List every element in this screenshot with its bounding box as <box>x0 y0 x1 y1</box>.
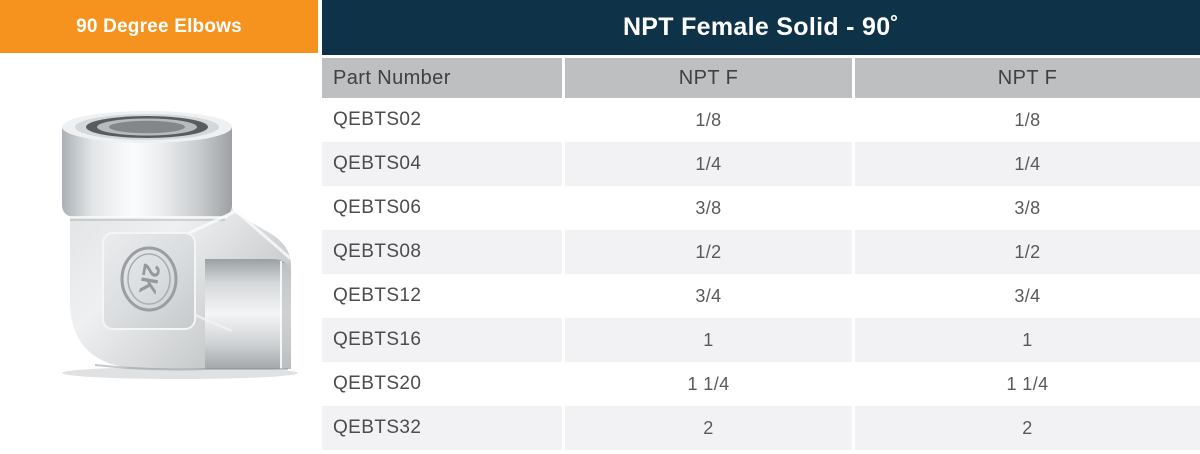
socket-rim-band <box>281 263 291 369</box>
elbow-right-socket <box>205 259 291 369</box>
table-row: QEBTS20 1 1/4 1 1/4 <box>322 362 1200 406</box>
bottom-edge <box>94 364 288 371</box>
part-number: QEBTS04 <box>322 142 562 186</box>
npt-f-1-value: 1/2 <box>565 230 852 274</box>
part-number: QEBTS06 <box>322 186 562 230</box>
npt-f-2-value: 1/8 <box>855 98 1200 142</box>
part-number: QEBTS20 <box>322 362 562 406</box>
facet-crease <box>194 313 233 333</box>
npt-f-1-value: 3/4 <box>565 274 852 318</box>
stamp-inner-ring <box>127 253 171 305</box>
table-row: QEBTS08 1/2 1/2 <box>322 230 1200 274</box>
npt-f-2-value: 1 1/4 <box>855 362 1200 406</box>
npt-f-2-value: 2 <box>855 406 1200 450</box>
npt-f-2-value: 1/4 <box>855 142 1200 186</box>
npt-f-2-value: 3/8 <box>855 186 1200 230</box>
column-header-part-number: Part Number <box>322 58 562 98</box>
stamp-text: 2K <box>133 262 165 298</box>
table-row: QEBTS02 1/8 1/8 <box>322 98 1200 142</box>
npt-f-1-value: 1/4 <box>565 142 852 186</box>
table-row: QEBTS32 2 2 <box>322 406 1200 450</box>
npt-f-1-value: 1 1/4 <box>565 362 852 406</box>
part-number: QEBTS32 <box>322 406 562 450</box>
shoulder-crease <box>184 209 292 261</box>
part-number: QEBTS08 <box>322 230 562 274</box>
table-row: QEBTS16 1 1 <box>322 318 1200 362</box>
npt-f-1-value: 3/8 <box>565 186 852 230</box>
table-title-bar: NPT Female Solid - 90˚ <box>322 0 1200 55</box>
column-header-npt-f-1: NPT F <box>565 58 852 98</box>
npt-f-1-value: 1 <box>565 318 852 362</box>
table-row: QEBTS04 1/4 1/4 <box>322 142 1200 186</box>
npt-f-2-value: 1/2 <box>855 230 1200 274</box>
npt-f-2-value: 1 <box>855 318 1200 362</box>
part-number: QEBTS12 <box>322 274 562 318</box>
table-row: QEBTS06 3/8 3/8 <box>322 186 1200 230</box>
part-number: QEBTS02 <box>322 98 562 142</box>
stamp-outer-ring <box>120 246 178 312</box>
npt-f-1-value: 1/8 <box>565 98 852 142</box>
category-label: 90 Degree Elbows <box>76 15 242 37</box>
category-banner: 90 Degree Elbows <box>0 0 318 53</box>
spec-table: Part Number NPT F NPT F QEBTS02 1/8 1/8 … <box>322 58 1200 450</box>
table-header-row: Part Number NPT F NPT F <box>322 58 1200 98</box>
product-photo: 2K <box>0 53 322 454</box>
table-title: NPT Female Solid - 90˚ <box>622 13 900 41</box>
elbow-top-socket <box>62 127 232 217</box>
table-row: QEBTS12 3/4 3/4 <box>322 274 1200 318</box>
part-number: QEBTS16 <box>322 318 562 362</box>
npt-f-2-value: 3/4 <box>855 274 1200 318</box>
stamp-facet <box>102 232 196 330</box>
npt-f-1-value: 2 <box>565 406 852 450</box>
column-header-npt-f-2: NPT F <box>855 58 1200 98</box>
opening-depth <box>109 120 185 134</box>
elbow-fitting-illustration: 2K <box>62 111 298 379</box>
